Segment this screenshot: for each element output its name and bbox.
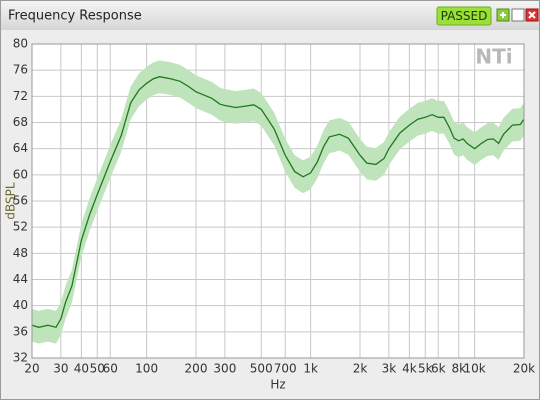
x-tick-label: 4k bbox=[402, 362, 417, 376]
x-tick-label: 50 bbox=[90, 362, 105, 376]
y-tick-label: 40 bbox=[13, 298, 28, 312]
x-tick-label: 2k bbox=[353, 362, 368, 376]
x-tick-label: 20 bbox=[24, 362, 39, 376]
x-tick-label: 20k bbox=[513, 362, 535, 376]
y-tick-label: 52 bbox=[13, 220, 28, 234]
y-tick-label: 80 bbox=[13, 37, 28, 51]
tolerance-band bbox=[32, 60, 524, 344]
status-text: PASSED bbox=[441, 9, 488, 23]
close-icon bbox=[528, 11, 536, 19]
x-tick-label: 8k bbox=[451, 362, 466, 376]
x-tick-label: 300 bbox=[213, 362, 236, 376]
x-tick-label: 1k bbox=[303, 362, 318, 376]
y-tick-label: 56 bbox=[13, 194, 28, 208]
logo: NTi bbox=[475, 45, 512, 69]
status-badge bbox=[436, 6, 492, 26]
x-tick-label: 3k bbox=[382, 362, 397, 376]
maximize-button[interactable] bbox=[511, 8, 525, 22]
y-tick-label: 36 bbox=[13, 324, 28, 338]
x-tick-label: 200 bbox=[185, 362, 208, 376]
plot-border bbox=[31, 43, 525, 359]
window-title: Frequency Response bbox=[8, 9, 142, 24]
y-tick-label: 76 bbox=[13, 63, 28, 77]
x-tick-label: 10k bbox=[464, 362, 486, 376]
y-axis-label: dBSPL bbox=[4, 182, 18, 219]
x-tick-label: 700 bbox=[274, 362, 297, 376]
y-tick-label: 72 bbox=[13, 89, 28, 103]
y-tick-label: 48 bbox=[13, 246, 28, 260]
y-tick-label: 32 bbox=[13, 351, 28, 365]
x-tick-label: 60 bbox=[103, 362, 118, 376]
x-axis-label: Hz bbox=[270, 378, 285, 392]
response-line bbox=[31, 76, 525, 329]
add-icon bbox=[500, 12, 506, 18]
x-tick-label: 500 bbox=[250, 362, 273, 376]
x-tick-label: 30 bbox=[53, 362, 68, 376]
x-tick-label: 5k bbox=[418, 362, 433, 376]
y-tick-label: 68 bbox=[13, 115, 28, 129]
y-tick-label: 44 bbox=[13, 272, 28, 286]
y-tick-label: 60 bbox=[13, 167, 28, 181]
x-tick-label: 6k bbox=[431, 362, 446, 376]
x-tick-label: 100 bbox=[135, 362, 158, 376]
x-tick-label: 40 bbox=[74, 362, 89, 376]
y-tick-label: 64 bbox=[13, 141, 28, 155]
